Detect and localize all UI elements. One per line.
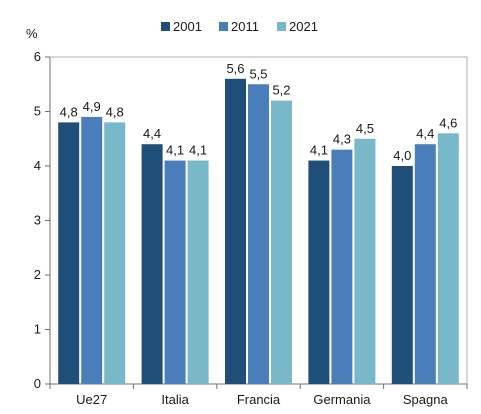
bar-2021-italia	[187, 160, 209, 384]
data-label: 4,1	[189, 143, 207, 158]
data-label: 4,1	[166, 143, 184, 158]
y-tick-label: 5	[34, 104, 41, 119]
category-label: Francia	[237, 392, 281, 407]
data-label: 4,8	[60, 104, 78, 119]
data-label: 5,6	[226, 61, 244, 76]
legend-swatch	[161, 22, 170, 31]
data-label: 4,4	[416, 126, 434, 141]
bar-2011-germania	[331, 149, 353, 384]
data-label: 4,0	[393, 148, 411, 163]
data-label: 4,5	[356, 121, 374, 136]
bar-2001-ue27	[58, 122, 80, 385]
data-label: 4,9	[83, 99, 101, 114]
data-label: 4,3	[333, 132, 351, 147]
bar-2021-spagna	[437, 133, 459, 384]
y-tick-label: 0	[34, 376, 41, 391]
bar-2011-spagna	[414, 144, 436, 384]
data-label: 4,6	[439, 115, 457, 130]
bar-2001-francia	[225, 78, 246, 385]
y-tick-label: 1	[34, 322, 41, 337]
bar-2021-francia	[271, 100, 292, 384]
data-label: 4,4	[143, 126, 161, 141]
category-label: Germania	[313, 392, 371, 407]
data-label: 4,1	[310, 143, 328, 158]
data-label: 4,8	[106, 104, 124, 119]
bar-2001-italia	[141, 144, 163, 384]
bars	[58, 78, 459, 385]
category-label: Spagna	[403, 392, 449, 407]
y-tick-label: 2	[34, 267, 41, 282]
bar-2011-francia	[248, 84, 269, 384]
bar-2011-ue27	[81, 116, 103, 384]
y-axis: 0 1 2 3 4 5 6	[34, 49, 51, 391]
y-tick-label: 6	[34, 49, 41, 64]
legend-swatch	[219, 22, 228, 31]
bar-2001-spagna	[391, 166, 413, 384]
x-axis: Ue27 Italia Francia Germania Spagna	[49, 383, 468, 407]
y-tick-label: 3	[34, 213, 41, 228]
bar-2001-germania	[308, 160, 330, 384]
legend-label: 2001	[173, 19, 202, 34]
data-label: 5,2	[272, 83, 290, 98]
y-tick-label: 4	[34, 158, 41, 173]
legend: 2001 2011 2021	[161, 19, 318, 34]
category-label: Ue27	[76, 392, 107, 407]
data-labels: 4,8 4,9 4,8 4,4 4,1 4,1 5,6 5,5 5,2 4,1 4,3 4,5 4,0 4…	[60, 61, 458, 163]
data-label: 5,5	[249, 66, 267, 81]
category-label: Italia	[161, 392, 189, 407]
legend-swatch	[277, 22, 286, 31]
legend-label: 2011	[231, 19, 259, 34]
bar-2021-ue27	[104, 122, 126, 385]
legend-label: 2021	[289, 19, 318, 34]
bar-2011-italia	[164, 160, 186, 384]
y-unit-label: %	[26, 26, 38, 41]
bar-2021-germania	[354, 138, 376, 384]
